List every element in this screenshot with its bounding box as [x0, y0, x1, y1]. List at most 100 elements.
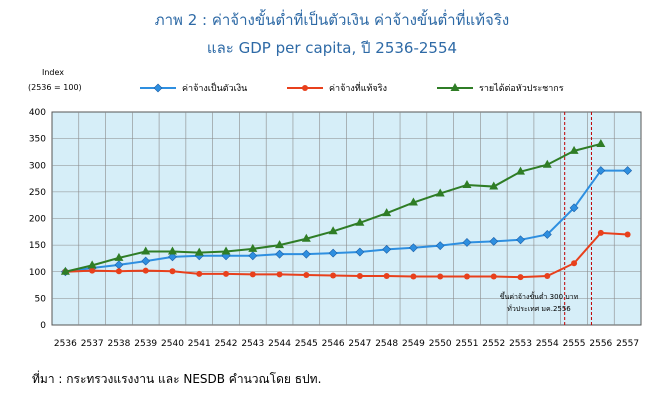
series-line — [65, 231, 628, 279]
data-point — [544, 273, 551, 280]
data-point — [328, 248, 338, 258]
data-point — [517, 274, 524, 281]
data-point — [169, 268, 176, 275]
data-point — [142, 267, 149, 274]
legend-swatch-marker — [302, 85, 308, 91]
data-point — [115, 268, 122, 275]
x-tick-label: 2550 — [429, 339, 452, 349]
legend-swatch-marker — [153, 83, 163, 93]
chart-title-line1: ภาพ 2 : ค่าจ้างขั้นต่ำที่เป็นตัวเงิน ค่า… — [155, 9, 509, 29]
y-tick-label: 300 — [29, 161, 46, 171]
y-tick-label: 250 — [29, 188, 46, 198]
x-tick-label: 2545 — [295, 339, 318, 349]
x-tick-label: 2556 — [589, 339, 612, 349]
x-tick-label: 2547 — [348, 339, 371, 349]
y-tick-label: 200 — [29, 215, 46, 225]
data-point — [624, 231, 631, 238]
legend-swatch-marker — [450, 83, 460, 91]
x-tick-label: 2539 — [134, 339, 157, 349]
x-tick-label: 2551 — [456, 339, 479, 349]
legend: ค่าจ้างเป็นตัวเงิน ค่าจ้างที่แท้จริง รายได… — [140, 81, 564, 94]
data-point — [516, 235, 525, 245]
data-point — [542, 159, 552, 168]
x-tick-label: 2542 — [215, 339, 238, 349]
data-point — [542, 230, 552, 239]
y-tick-label: 150 — [29, 241, 46, 251]
data-point — [87, 260, 97, 269]
data-point — [462, 179, 472, 188]
data-point — [408, 197, 418, 206]
y-tick-label: 100 — [29, 268, 46, 278]
data-point — [114, 252, 124, 261]
data-point — [463, 273, 470, 280]
data-point — [248, 251, 258, 261]
data-point — [490, 273, 497, 280]
y-tick-label: 350 — [29, 135, 46, 145]
data-point — [571, 260, 578, 267]
data-point — [410, 273, 417, 280]
data-point — [60, 266, 70, 275]
series-0 — [60, 166, 633, 277]
grid — [52, 112, 641, 325]
data-point — [489, 236, 499, 246]
y-tick-label: 50 — [35, 294, 47, 304]
x-tick-label: 2548 — [375, 339, 398, 349]
series-2 — [60, 138, 606, 275]
data-point — [383, 273, 390, 280]
y-axis-label: Index — [42, 68, 64, 77]
data-point — [167, 246, 177, 255]
x-tick-label: 2554 — [536, 339, 559, 349]
y-tick-label: 0 — [40, 321, 46, 331]
data-point — [89, 267, 96, 274]
data-point — [382, 244, 392, 254]
data-point — [248, 243, 258, 252]
annotation-line2: ทั่วประเทศ มค.2556 — [507, 304, 571, 313]
legend-label: ค่าจ้างที่แท้จริง — [329, 81, 387, 94]
x-tick-label: 2543 — [241, 339, 264, 349]
data-point — [194, 247, 204, 256]
x-tick-label: 2555 — [563, 339, 586, 349]
data-point — [141, 256, 151, 266]
chart-title-line2: และ GDP per capita, ปี 2536-2554 — [207, 39, 457, 57]
data-point — [355, 247, 365, 257]
data-point — [516, 166, 526, 175]
x-tick-label: 2536 — [54, 339, 77, 349]
x-tick-label: 2538 — [107, 339, 130, 349]
data-point — [301, 233, 311, 242]
source-note: ที่มา : กระทรวงแรงงาน และ NESDB คำนวณโดย… — [32, 370, 321, 386]
data-point — [437, 273, 444, 280]
data-point — [221, 246, 231, 255]
data-point — [196, 270, 203, 277]
data-point — [435, 241, 445, 251]
x-tick-label: 2544 — [268, 339, 291, 349]
data-point — [328, 226, 338, 235]
data-point — [623, 166, 633, 175]
x-tick-label: 2537 — [81, 339, 104, 349]
x-tick-label: 2540 — [161, 339, 184, 349]
data-point — [168, 252, 177, 262]
data-point — [435, 188, 445, 197]
series-line — [65, 169, 628, 273]
data-point — [275, 240, 285, 249]
data-point — [569, 145, 579, 154]
data-point — [330, 272, 337, 279]
data-point — [355, 217, 365, 226]
data-point — [409, 243, 418, 253]
x-tick-label: 2546 — [322, 339, 345, 349]
data-point — [223, 270, 230, 277]
x-tick-label: 2541 — [188, 339, 211, 349]
data-point — [301, 249, 311, 259]
data-point — [489, 181, 499, 190]
data-point — [303, 271, 310, 278]
data-point — [462, 238, 472, 247]
y-axis-sublabel: (2536 = 100) — [28, 83, 82, 92]
data-point — [275, 249, 284, 259]
data-point — [276, 271, 283, 278]
data-point — [596, 138, 606, 147]
data-point — [569, 203, 579, 213]
data-point — [141, 246, 151, 255]
legend-label: ค่าจ้างเป็นตัวเงิน — [182, 81, 247, 94]
data-point — [596, 166, 606, 175]
x-tick-label: 2549 — [402, 339, 425, 349]
